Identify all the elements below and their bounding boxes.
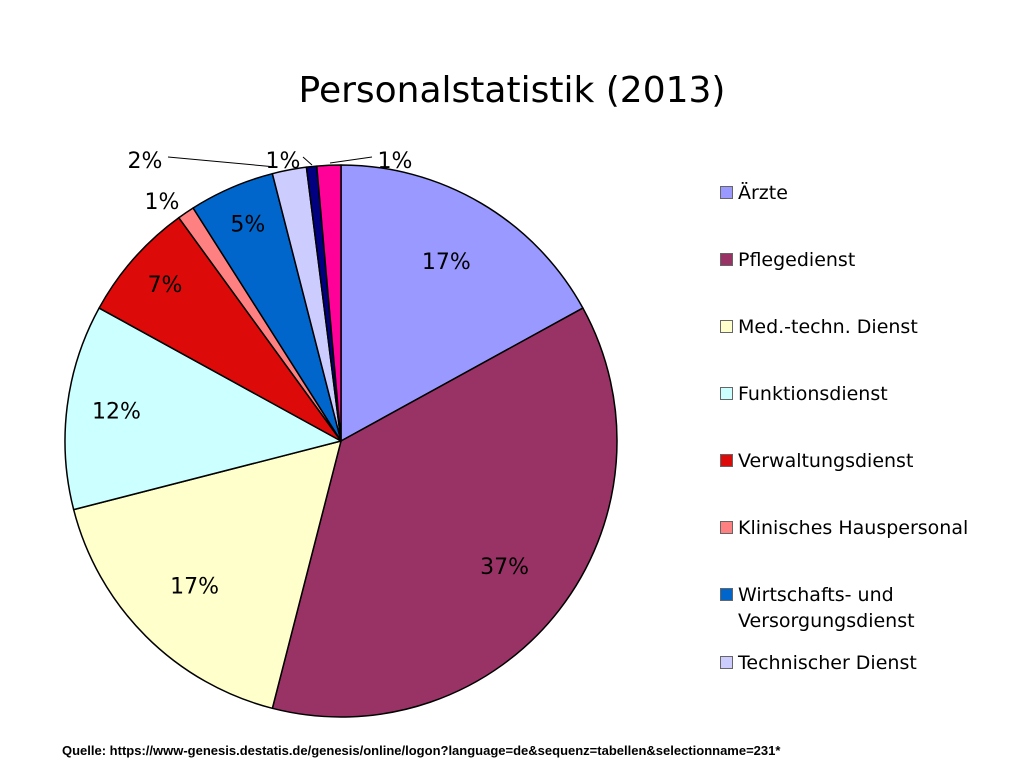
pie-slice xyxy=(64,307,342,511)
legend-swatch xyxy=(720,186,733,199)
slice-label: 17% xyxy=(422,250,471,275)
legend-item: Verwaltungsdienst xyxy=(720,448,1010,474)
legend-swatch xyxy=(720,253,733,266)
leader-line xyxy=(167,156,277,168)
legend-label: Klinisches Hauspersonal xyxy=(738,517,969,539)
legend-label: Verwaltungsdienst xyxy=(738,450,914,472)
chart-title: Personalstatistik (2013) xyxy=(298,70,726,111)
pie-slice xyxy=(271,307,618,718)
slice-label: 17% xyxy=(170,574,219,599)
slice-label: 12% xyxy=(92,400,141,425)
legend-label: Pflegedienst xyxy=(738,249,856,271)
legend-swatch xyxy=(720,656,733,669)
legend-item: Wirtschafts- und Versorgungsdienst xyxy=(720,582,1010,634)
legend-swatch xyxy=(720,387,733,400)
slice-label: 7% xyxy=(148,273,183,298)
leader-line xyxy=(329,156,373,164)
pie-slice xyxy=(98,216,342,442)
pie-slice xyxy=(340,164,584,442)
legend-item: Pflegedienst xyxy=(720,247,1010,273)
pie-slice xyxy=(316,164,342,442)
slice-label: 1% xyxy=(266,149,301,174)
legend-swatch xyxy=(720,588,733,601)
legend-swatch xyxy=(720,320,733,333)
legend-swatch xyxy=(720,521,733,534)
slice-label: 1% xyxy=(145,190,180,215)
legend-label: Med.-techn. Dienst xyxy=(738,316,918,338)
legend-label: Ärzte xyxy=(738,182,788,204)
legend-label: Wirtschafts- und Versorgungsdienst xyxy=(738,584,915,632)
slice-label: 2% xyxy=(128,149,163,174)
slice-label: 5% xyxy=(230,213,265,238)
legend-swatch xyxy=(720,454,733,467)
legend-item: Klinisches Hauspersonal xyxy=(720,515,1010,541)
legend-label: Funktionsdienst xyxy=(738,383,888,405)
slice-label: 1% xyxy=(378,149,413,174)
leader-line xyxy=(302,156,313,166)
source-note: Quelle: https://www-genesis.destatis.de/… xyxy=(62,743,781,758)
pie-slice xyxy=(72,440,342,710)
legend-label: Technischer Dienst xyxy=(738,652,917,674)
legend-item: Technischer Dienst xyxy=(720,650,1010,676)
legend-item: Funktionsdienst xyxy=(720,381,1010,407)
slice-label: 37% xyxy=(480,555,529,580)
legend-item: Med.-techn. Dienst xyxy=(720,314,1010,340)
legend-item: Ärzte xyxy=(720,180,1010,206)
